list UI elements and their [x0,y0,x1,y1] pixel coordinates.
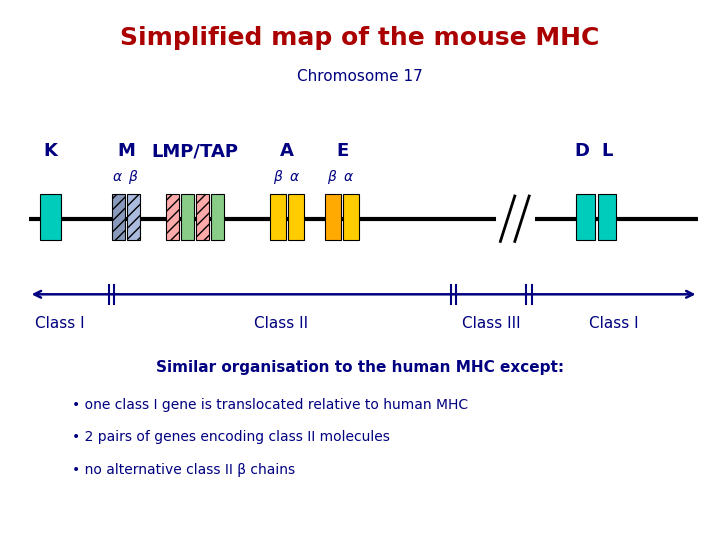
Text: Class III: Class III [462,316,521,332]
Bar [325,194,341,240]
Bar [127,194,140,240]
Text: • no alternative class II β chains: • no alternative class II β chains [72,463,295,477]
Text: Similar organisation to the human MHC except:: Similar organisation to the human MHC ex… [156,360,564,375]
Text: D: D [575,142,589,160]
Text: Simplified map of the mouse MHC: Simplified map of the mouse MHC [120,26,600,50]
Text: β: β [328,170,336,184]
Bar [181,194,194,240]
Text: β: β [273,170,282,184]
Bar [112,194,125,240]
Bar [166,194,179,240]
Bar [270,194,286,240]
Text: LMP/TAP: LMP/TAP [151,142,238,160]
Text: Class I: Class I [35,316,84,332]
Text: K: K [43,142,58,160]
Text: Class I: Class I [590,316,639,332]
Bar [196,194,209,240]
Text: L: L [601,142,613,160]
Bar [40,194,61,240]
Text: Chromosome 17: Chromosome 17 [297,69,423,84]
Text: β: β [128,170,137,184]
Text: • one class I gene is translocated relative to human MHC: • one class I gene is translocated relat… [72,398,468,412]
Bar [576,194,595,240]
Text: M: M [117,142,135,160]
Bar [288,194,304,240]
Text: • 2 pairs of genes encoding class II molecules: • 2 pairs of genes encoding class II mol… [72,430,390,444]
Text: α: α [344,170,353,184]
Bar [343,194,359,240]
Text: α: α [113,170,122,184]
Text: E: E [336,142,348,160]
Text: Class II: Class II [253,316,308,332]
Bar [211,194,224,240]
Bar [598,194,616,240]
Text: A: A [279,142,294,160]
Text: α: α [289,170,298,184]
